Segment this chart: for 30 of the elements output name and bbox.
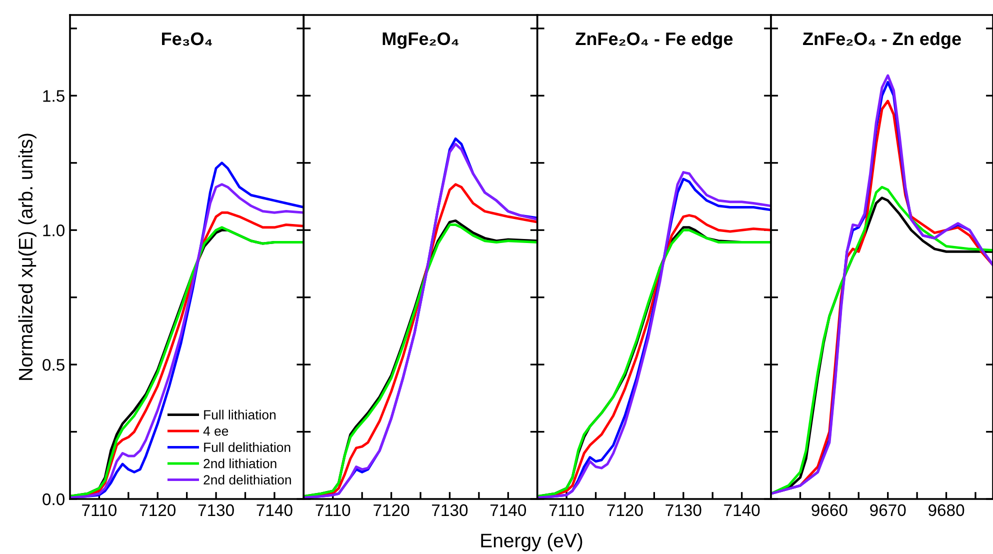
text: ZnFe₂O₄ - Zn edge — [803, 32, 961, 49]
x-tick-label: 7110 — [549, 504, 584, 516]
x-tick-label: 9670 — [870, 504, 906, 516]
legend-label: Full delithiation — [204, 442, 290, 452]
x-tick-label: 7130 — [198, 504, 234, 516]
x-tick-label: 7130 — [432, 504, 468, 516]
text: ZnFe₂O₄ - Fe edge — [576, 32, 733, 49]
x-tick-label: 7120 — [607, 504, 643, 516]
y-tick-label: 1.5 — [43, 90, 64, 102]
x-tick-label: 9660 — [812, 504, 848, 516]
text: Fe₃O₄ — [162, 32, 212, 46]
y-tick-label: 0.0 — [42, 493, 64, 506]
legend-label: 2nd lithiation — [204, 458, 276, 468]
y-axis-title: Normalized xμ(E) (arb. units) — [18, 134, 36, 380]
x-tick-label: 9680 — [928, 504, 964, 516]
x-tick-label: 7130 — [666, 504, 702, 516]
y-tick-label: 0.5 — [42, 358, 64, 371]
legend-label: 4 ee — [203, 426, 228, 436]
legend-label: 2nd delithiation — [204, 474, 291, 485]
y-tick-label: 1.0 — [43, 224, 64, 236]
x-tick-label: 7120 — [374, 504, 410, 516]
x-tick-label: 7140 — [256, 504, 292, 516]
x-tick-label: 7120 — [140, 504, 176, 516]
x-axis-title: Energy (eV) — [481, 533, 582, 552]
x-tick-label: 7110 — [82, 504, 116, 516]
x-tick-label: 7140 — [490, 504, 526, 516]
text: MgFe₂O₄ — [382, 32, 459, 49]
x-tick-label: 7110 — [316, 504, 350, 516]
legend-label: Full lithiation — [204, 410, 276, 420]
x-tick-label: 7140 — [724, 504, 760, 516]
